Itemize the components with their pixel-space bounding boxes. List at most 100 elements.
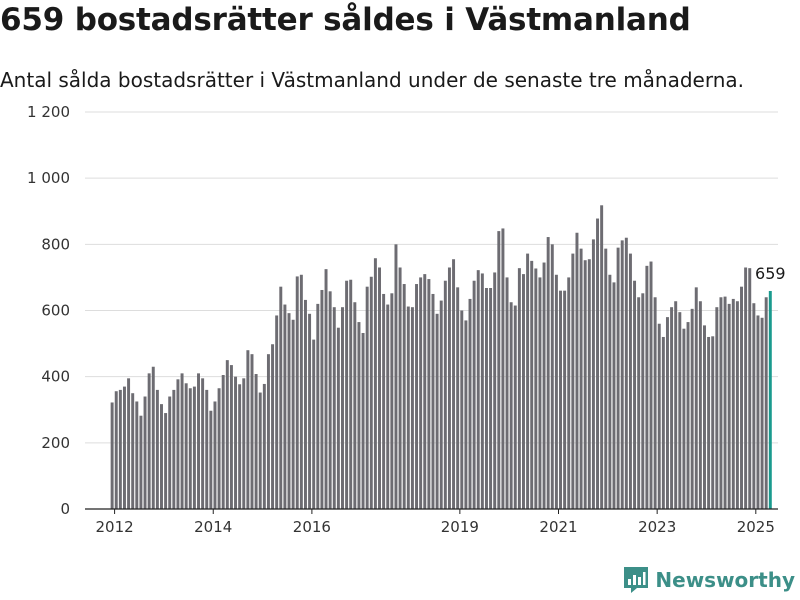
- bar: [456, 287, 460, 509]
- bar: [209, 410, 213, 509]
- bar: [386, 304, 390, 509]
- bar: [744, 267, 748, 509]
- bar: [484, 288, 488, 509]
- bar: [378, 267, 381, 509]
- bar: [394, 244, 398, 510]
- bar: [402, 284, 406, 509]
- bar: [620, 240, 624, 509]
- bar: [661, 336, 665, 509]
- bar: [303, 299, 307, 509]
- bar: [262, 383, 266, 509]
- bar: [279, 286, 283, 509]
- bar: [427, 279, 431, 509]
- bar: [390, 293, 394, 509]
- bar: [727, 303, 731, 509]
- bar: [530, 260, 534, 509]
- bar: [591, 239, 595, 509]
- bar: [505, 277, 509, 509]
- bar: [188, 388, 192, 509]
- bar: [349, 279, 353, 509]
- bar: [225, 360, 229, 509]
- annotations: 659: [755, 264, 786, 283]
- bar: [534, 268, 538, 509]
- bar: [489, 288, 493, 509]
- bar: [731, 298, 735, 509]
- bar: [127, 378, 131, 509]
- bar: [670, 307, 674, 509]
- bar: [513, 305, 517, 509]
- bar: [205, 389, 209, 509]
- bar: [143, 396, 147, 509]
- bar: [275, 315, 279, 509]
- brand-name: Newsworthy: [655, 568, 795, 592]
- grid-lines: [85, 111, 778, 444]
- bar: [147, 373, 151, 509]
- bar: [332, 307, 336, 509]
- bar: [756, 315, 760, 509]
- y-tick-label: 0: [60, 500, 70, 518]
- bars: [110, 205, 772, 510]
- bar: [160, 404, 163, 509]
- bar: [517, 268, 521, 509]
- bar: [452, 259, 456, 509]
- bar: [151, 366, 155, 509]
- y-tick-label: 400: [41, 368, 70, 386]
- bar: [176, 379, 180, 509]
- bar: [686, 322, 690, 509]
- last-value-label: 659: [755, 264, 786, 283]
- bar: [423, 274, 427, 509]
- bar: [649, 261, 653, 509]
- bar: [546, 237, 550, 509]
- bar: [526, 253, 530, 509]
- bar: [431, 293, 435, 509]
- bar: [604, 248, 608, 510]
- bar: [542, 262, 546, 509]
- bar: [316, 303, 320, 509]
- bar: [192, 386, 196, 509]
- bar: [168, 396, 172, 509]
- bar: [665, 317, 669, 509]
- bar: [538, 277, 542, 509]
- bar: [320, 289, 324, 509]
- bar: [250, 354, 254, 509]
- bar: [567, 277, 571, 509]
- bar: [468, 298, 472, 509]
- bar: [361, 332, 365, 509]
- x-tick-label: 2023: [638, 518, 676, 536]
- bar: [637, 297, 641, 509]
- bar: [398, 267, 402, 509]
- bar: [324, 269, 328, 509]
- bar: [336, 327, 340, 509]
- bar: [740, 286, 743, 509]
- bar: [221, 375, 225, 509]
- y-tick-label: 800: [41, 235, 70, 253]
- bar: [575, 232, 579, 510]
- bar: [711, 336, 715, 509]
- bar: [299, 274, 303, 509]
- brand-logo: Newsworthy: [623, 566, 795, 594]
- bar: [501, 228, 505, 509]
- bar: [579, 248, 583, 510]
- bar: [752, 303, 756, 509]
- bar: [460, 310, 464, 509]
- bar: [122, 386, 126, 509]
- bar: [353, 302, 357, 509]
- bar: [287, 313, 291, 509]
- bar: [596, 218, 600, 510]
- bar: [764, 297, 768, 509]
- bar: [760, 317, 764, 509]
- x-tick-label: 2016: [293, 518, 331, 536]
- bar-highlight: [768, 290, 772, 509]
- bar: [201, 378, 205, 509]
- y-tick-label: 1 200: [27, 103, 70, 121]
- bar: [443, 280, 447, 509]
- page-subtitle: Antal sålda bostadsrätter i Västmanland …: [0, 68, 745, 92]
- bar: [258, 392, 262, 509]
- bar: [678, 312, 682, 509]
- x-tick-label: 2012: [96, 518, 134, 536]
- bar: [172, 389, 176, 509]
- bar: [365, 286, 369, 509]
- bar: [600, 205, 604, 510]
- bar: [435, 313, 439, 509]
- bar: [624, 237, 628, 509]
